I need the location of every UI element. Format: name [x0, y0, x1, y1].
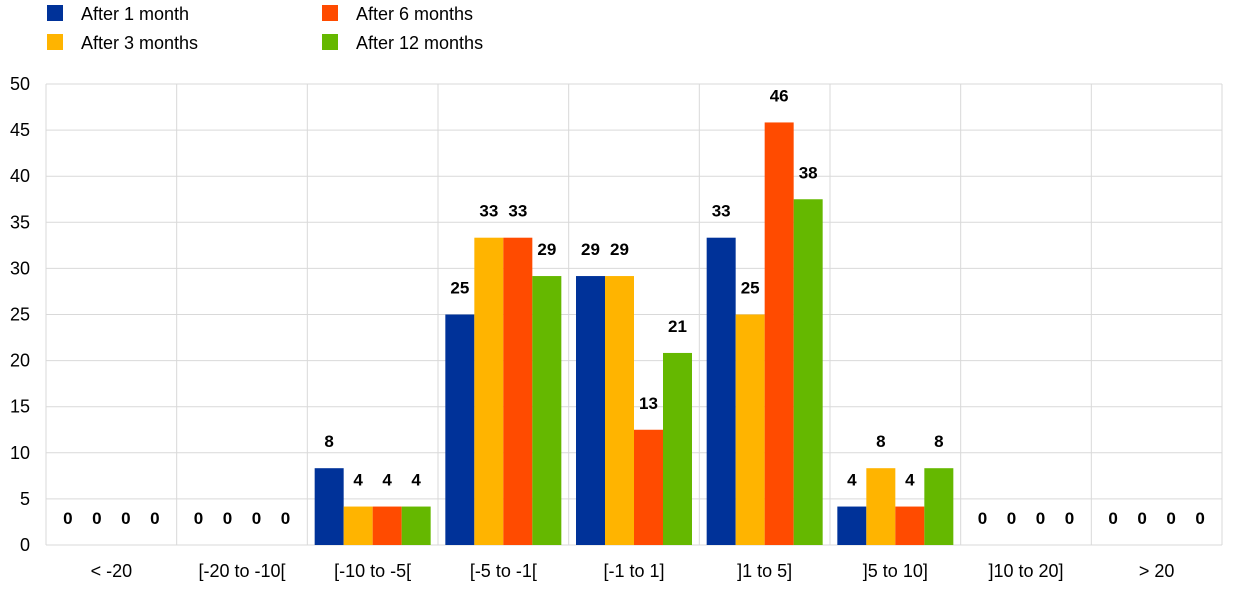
x-tick-label: < -20 [91, 561, 133, 581]
bar-2 [605, 276, 634, 545]
y-tick-label: 5 [20, 489, 30, 509]
legend-swatch [47, 34, 63, 50]
data-label: 21 [668, 317, 687, 336]
bar-1 [445, 314, 475, 545]
data-label: 33 [712, 202, 731, 221]
legend-swatch [322, 5, 338, 21]
data-label: 0 [281, 509, 290, 528]
x-tick-label: [-5 to -1[ [470, 561, 537, 581]
legend-label: After 3 months [81, 33, 198, 53]
y-tick-label: 25 [10, 305, 30, 325]
legend-swatch [47, 5, 63, 21]
bar-2 [343, 506, 373, 545]
data-label: 33 [479, 202, 498, 221]
x-tick-label: [-10 to -5[ [334, 561, 411, 581]
data-label: 0 [1065, 509, 1074, 528]
legend-label: After 12 months [356, 33, 483, 53]
y-tick-label: 0 [20, 535, 30, 555]
data-label: 4 [905, 471, 915, 490]
data-label: 0 [1108, 509, 1117, 528]
bar-2 [735, 314, 765, 545]
x-tick-label: [-1 to 1] [603, 561, 664, 581]
data-label: 0 [1137, 509, 1146, 528]
y-tick-label: 10 [10, 443, 30, 463]
data-label: 8 [324, 432, 333, 451]
data-label: 38 [799, 163, 818, 182]
bar-1 [837, 506, 867, 545]
data-label: 4 [847, 471, 857, 490]
data-label: 33 [508, 202, 527, 221]
data-label: 0 [252, 509, 261, 528]
bar-1 [314, 468, 344, 545]
bar-2 [474, 237, 504, 546]
data-label: 0 [63, 509, 72, 528]
bar-4 [924, 468, 954, 545]
x-tick-label: ]1 to 5] [737, 561, 792, 581]
data-label: 29 [537, 240, 556, 259]
data-label: 29 [581, 240, 600, 259]
x-tick-label: > 20 [1139, 561, 1175, 581]
data-label: 0 [1166, 509, 1175, 528]
data-label: 0 [92, 509, 101, 528]
y-tick-label: 40 [10, 166, 30, 186]
data-label: 0 [194, 509, 203, 528]
data-label: 25 [450, 279, 469, 298]
data-label: 4 [353, 471, 363, 490]
data-label: 0 [978, 509, 987, 528]
data-label: 0 [223, 509, 232, 528]
data-label: 0 [1036, 509, 1045, 528]
data-label: 8 [876, 432, 885, 451]
y-tick-label: 45 [10, 120, 30, 140]
bar-3 [895, 506, 925, 545]
bar-3 [503, 237, 533, 546]
bar-4 [663, 352, 692, 545]
y-tick-label: 35 [10, 212, 30, 232]
data-label: 46 [770, 86, 789, 105]
data-label: 4 [382, 471, 392, 490]
bar-1 [576, 276, 605, 545]
bar-4 [532, 276, 562, 545]
bar-1 [706, 237, 736, 546]
x-tick-label: [-20 to -10[ [198, 561, 285, 581]
y-tick-label: 15 [10, 397, 30, 417]
bar-4 [401, 506, 431, 545]
bar-2 [866, 468, 896, 545]
bar-4 [793, 199, 823, 545]
x-tick-label: ]5 to 10] [863, 561, 928, 581]
legend-label: After 6 months [356, 4, 473, 24]
data-label: 0 [1007, 509, 1016, 528]
legend-label: After 1 month [81, 4, 189, 24]
data-label: 0 [121, 509, 130, 528]
data-label: 0 [1195, 509, 1204, 528]
y-tick-label: 50 [10, 74, 30, 94]
legend-swatch [322, 34, 338, 50]
data-label: 8 [934, 432, 943, 451]
data-label: 29 [610, 240, 629, 259]
y-tick-label: 30 [10, 258, 30, 278]
bar-3 [764, 122, 794, 546]
data-label: 25 [741, 279, 760, 298]
y-tick-label: 20 [10, 351, 30, 371]
data-label: 4 [411, 471, 421, 490]
bar-3 [372, 506, 402, 545]
data-label: 13 [639, 394, 658, 413]
data-label: 0 [150, 509, 159, 528]
x-tick-label: ]10 to 20] [988, 561, 1063, 581]
bar-3 [634, 429, 663, 545]
